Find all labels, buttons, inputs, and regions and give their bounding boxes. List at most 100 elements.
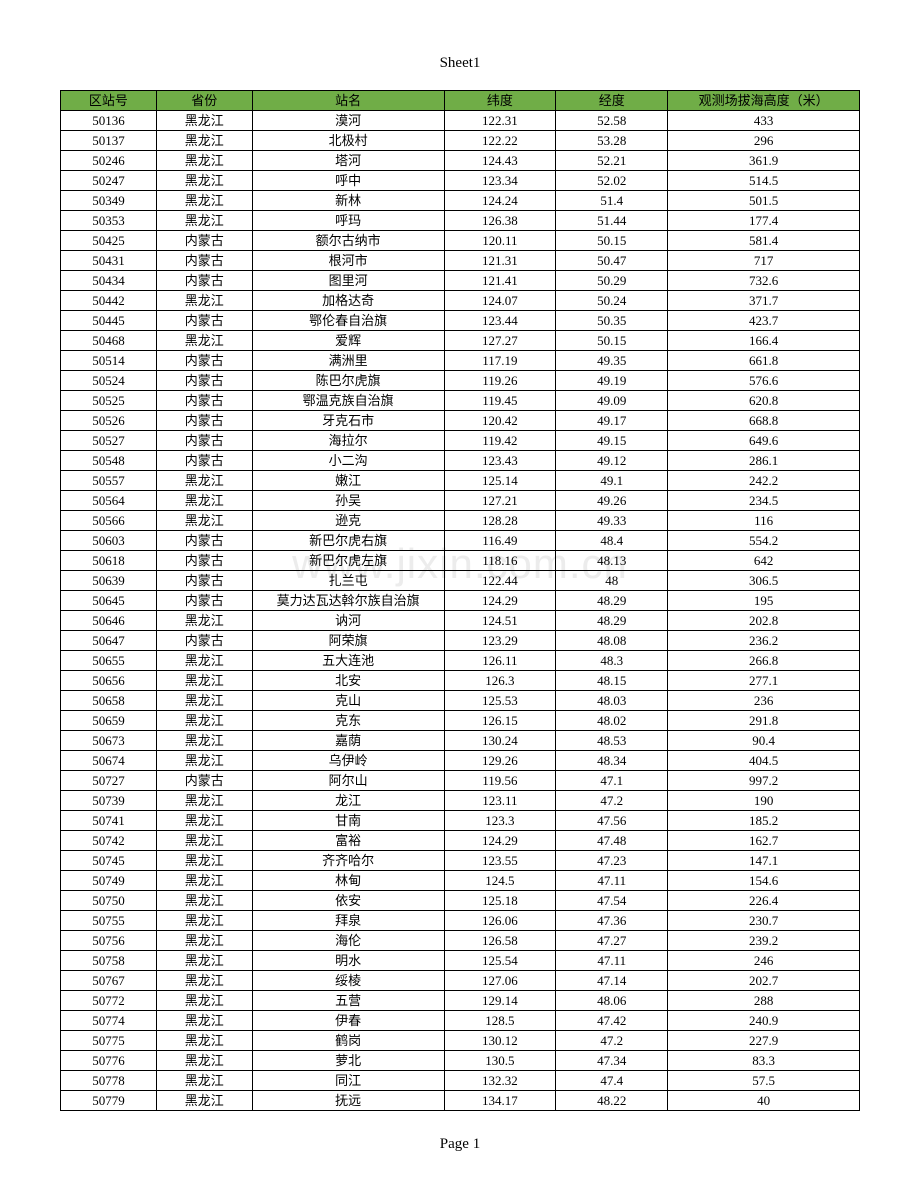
- table-cell: 鄂伦春自治旗: [252, 311, 444, 331]
- table-cell: 49.17: [556, 411, 668, 431]
- table-cell: 119.56: [444, 771, 556, 791]
- table-cell: 五大连池: [252, 651, 444, 671]
- table-cell: 内蒙古: [156, 231, 252, 251]
- table-cell: 黑龙江: [156, 151, 252, 171]
- table-cell: 50647: [61, 631, 157, 651]
- table-cell: 130.12: [444, 1031, 556, 1051]
- table-row: 50750黑龙江依安125.1847.54226.4: [61, 891, 860, 911]
- table-cell: 萝北: [252, 1051, 444, 1071]
- table-cell: 288: [668, 991, 860, 1011]
- table-cell: 50.24: [556, 291, 668, 311]
- table-cell: 内蒙古: [156, 771, 252, 791]
- table-row: 50353黑龙江呼玛126.3851.44177.4: [61, 211, 860, 231]
- column-header: 站名: [252, 91, 444, 111]
- table-cell: 642: [668, 551, 860, 571]
- table-cell: 塔河: [252, 151, 444, 171]
- table-cell: 50656: [61, 671, 157, 691]
- table-row: 50673黑龙江嘉荫130.2448.5390.4: [61, 731, 860, 751]
- table-cell: 50673: [61, 731, 157, 751]
- table-cell: 呼玛: [252, 211, 444, 231]
- table-cell: 126.11: [444, 651, 556, 671]
- table-cell: 177.4: [668, 211, 860, 231]
- table-cell: 49.26: [556, 491, 668, 511]
- table-cell: 内蒙古: [156, 551, 252, 571]
- table-cell: 50645: [61, 591, 157, 611]
- table-cell: 50425: [61, 231, 157, 251]
- table-cell: 拜泉: [252, 911, 444, 931]
- table-row: 50557黑龙江嫩江125.1449.1242.2: [61, 471, 860, 491]
- table-cell: 50659: [61, 711, 157, 731]
- table-cell: 黑龙江: [156, 1091, 252, 1111]
- table-cell: 50525: [61, 391, 157, 411]
- table-cell: 124.29: [444, 831, 556, 851]
- table-cell: 649.6: [668, 431, 860, 451]
- table-cell: 120.11: [444, 231, 556, 251]
- page-title: Sheet1: [60, 55, 860, 72]
- table-cell: 50658: [61, 691, 157, 711]
- table-cell: 47.27: [556, 931, 668, 951]
- table-cell: 48.4: [556, 531, 668, 551]
- table-cell: 黑龙江: [156, 111, 252, 131]
- table-cell: 新巴尔虎左旗: [252, 551, 444, 571]
- table-cell: 北极村: [252, 131, 444, 151]
- table-cell: 119.45: [444, 391, 556, 411]
- table-row: 50431内蒙古根河市121.3150.47717: [61, 251, 860, 271]
- table-cell: 50442: [61, 291, 157, 311]
- table-row: 50745黑龙江齐齐哈尔123.5547.23147.1: [61, 851, 860, 871]
- table-cell: 47.4: [556, 1071, 668, 1091]
- table-row: 50137黑龙江北极村122.2253.28296: [61, 131, 860, 151]
- table-cell: 黑龙江: [156, 871, 252, 891]
- table-row: 50442黑龙江加格达奇124.0750.24371.7: [61, 291, 860, 311]
- table-cell: 117.19: [444, 351, 556, 371]
- table-row: 50776黑龙江萝北130.547.3483.3: [61, 1051, 860, 1071]
- table-cell: 黑龙江: [156, 791, 252, 811]
- table-cell: 404.5: [668, 751, 860, 771]
- table-cell: 48.13: [556, 551, 668, 571]
- table-cell: 286.1: [668, 451, 860, 471]
- table-cell: 423.7: [668, 311, 860, 331]
- table-cell: 48.34: [556, 751, 668, 771]
- table-cell: 122.22: [444, 131, 556, 151]
- table-cell: 132.32: [444, 1071, 556, 1091]
- table-cell: 齐齐哈尔: [252, 851, 444, 871]
- table-row: 50659黑龙江克东126.1548.02291.8: [61, 711, 860, 731]
- table-cell: 黑龙江: [156, 651, 252, 671]
- table-cell: 48.3: [556, 651, 668, 671]
- table-cell: 50353: [61, 211, 157, 231]
- table-cell: 128.5: [444, 1011, 556, 1031]
- table-cell: 50739: [61, 791, 157, 811]
- table-cell: 47.34: [556, 1051, 668, 1071]
- table-cell: 加格达奇: [252, 291, 444, 311]
- table-cell: 黑龙江: [156, 731, 252, 751]
- table-cell: 黑龙江: [156, 1071, 252, 1091]
- table-row: 50778黑龙江同江132.3247.457.5: [61, 1071, 860, 1091]
- table-row: 50527内蒙古海拉尔119.4249.15649.6: [61, 431, 860, 451]
- table-cell: 48.08: [556, 631, 668, 651]
- table-cell: 50.15: [556, 331, 668, 351]
- table-cell: 莫力达瓦达斡尔族自治旗: [252, 591, 444, 611]
- table-row: 50445内蒙古鄂伦春自治旗123.4450.35423.7: [61, 311, 860, 331]
- table-cell: 黑龙江: [156, 991, 252, 1011]
- table-cell: 嫩江: [252, 471, 444, 491]
- table-cell: 239.2: [668, 931, 860, 951]
- table-cell: 内蒙古: [156, 391, 252, 411]
- table-cell: 50727: [61, 771, 157, 791]
- table-cell: 52.58: [556, 111, 668, 131]
- table-cell: 48: [556, 571, 668, 591]
- table-cell: 226.4: [668, 891, 860, 911]
- table-cell: 48.02: [556, 711, 668, 731]
- table-cell: 黑龙江: [156, 671, 252, 691]
- table-cell: 185.2: [668, 811, 860, 831]
- table-row: 50779黑龙江抚远134.1748.2240: [61, 1091, 860, 1111]
- table-cell: 129.26: [444, 751, 556, 771]
- table-cell: 130.24: [444, 731, 556, 751]
- table-cell: 50514: [61, 351, 157, 371]
- table-cell: 内蒙古: [156, 571, 252, 591]
- table-cell: 50136: [61, 111, 157, 131]
- table-cell: 40: [668, 1091, 860, 1111]
- table-cell: 997.2: [668, 771, 860, 791]
- table-cell: 50247: [61, 171, 157, 191]
- table-cell: 554.2: [668, 531, 860, 551]
- table-cell: 阿尔山: [252, 771, 444, 791]
- table-cell: 内蒙古: [156, 351, 252, 371]
